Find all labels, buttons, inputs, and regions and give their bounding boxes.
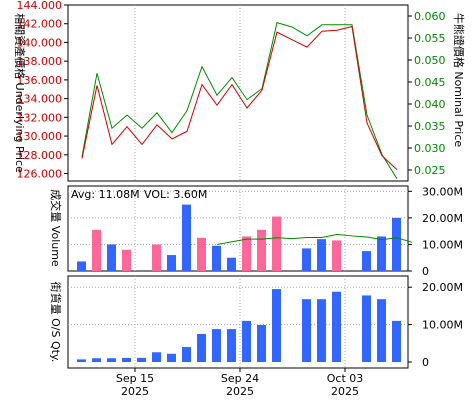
outstanding-axis-title: 街貨量 O/S Qty. xyxy=(49,282,63,363)
right-tick-label: 0.035 xyxy=(414,120,446,133)
volume-bar xyxy=(212,245,221,271)
volume-bar xyxy=(362,251,371,271)
underlying-axis-title: 相關資產價格 Underlying Price xyxy=(13,13,27,173)
outstanding-bar xyxy=(317,299,326,362)
outstanding-bar xyxy=(92,358,101,362)
volume-bar xyxy=(392,217,401,271)
outstanding-bar xyxy=(77,359,86,362)
outstanding-tick-label: 0 xyxy=(422,356,429,369)
price-panel-frame xyxy=(67,4,409,182)
volume-bar xyxy=(167,255,176,271)
right-tick-label: 0.040 xyxy=(414,98,446,111)
outstanding-bar xyxy=(182,347,191,362)
nominal-price-line xyxy=(81,21,398,180)
left-tick-label: 126.000 xyxy=(17,168,63,181)
outstanding-bar xyxy=(392,320,401,362)
date-label: Sep 15 xyxy=(116,372,154,385)
left-tick-label: 136.000 xyxy=(17,74,63,87)
date-year-label: 2025 xyxy=(331,385,359,398)
volume-bar xyxy=(92,229,101,271)
left-tick-label: 144.000 xyxy=(17,0,63,12)
outstanding-bar xyxy=(122,357,131,362)
outstanding-bar xyxy=(242,320,251,362)
volume-tick-label: 20.00M xyxy=(422,212,463,225)
date-label: Sep 24 xyxy=(221,372,259,385)
outstanding-bar xyxy=(362,295,371,362)
volume-average-line xyxy=(216,233,413,245)
right-tick-label: 0.050 xyxy=(414,54,446,67)
volume-tick-label: 10.00M xyxy=(422,238,463,251)
outstanding-tick-label: 20.00M xyxy=(422,281,463,294)
outstanding-bar xyxy=(377,299,386,362)
volume-bar xyxy=(272,216,281,271)
volume-bar xyxy=(152,244,161,271)
grid-lines xyxy=(68,5,408,368)
left-tick-label: 140.000 xyxy=(17,36,63,49)
right-tick-label: 0.030 xyxy=(414,142,446,155)
outstanding-bar xyxy=(212,329,221,362)
volume-bar xyxy=(197,237,206,271)
nominal-axis-title: 牛熊證價格 Nominal Price xyxy=(452,13,466,148)
right-tick-label: 0.025 xyxy=(414,164,446,177)
outstanding-bar xyxy=(167,353,176,362)
outstanding-bar xyxy=(257,324,266,362)
left-tick-label: 142.000 xyxy=(17,18,63,31)
outstanding-bar xyxy=(227,329,236,362)
volume-bar xyxy=(182,204,191,271)
right-tick-label: 0.045 xyxy=(414,76,446,89)
outstanding-bar xyxy=(152,352,161,362)
left-tick-label: 138.000 xyxy=(17,55,63,68)
right-tick-label: 0.055 xyxy=(414,32,446,45)
outstanding-bar xyxy=(137,357,146,362)
volume-bar xyxy=(377,236,386,271)
volume-tick-label: 30.00M xyxy=(422,185,463,198)
outstanding-bar xyxy=(302,299,311,362)
date-label: Oct 03 xyxy=(327,372,364,385)
volume-tick-label: 0 xyxy=(422,265,429,278)
axis-ticks: 144.000 142.000 140.000 138.000 136.000 134.0… xyxy=(17,0,463,372)
left-tick-label: 134.000 xyxy=(17,93,63,106)
date-year-label: 2025 xyxy=(226,385,254,398)
volume-bar xyxy=(302,248,311,271)
outstanding-bar xyxy=(107,358,116,362)
volume-axis-title: 成交量 Volume xyxy=(49,189,63,267)
volume-bars xyxy=(77,204,401,271)
underlying-price-line xyxy=(81,25,398,171)
date-year-label: 2025 xyxy=(121,385,149,398)
volume-bar xyxy=(107,244,116,271)
outstanding-bar xyxy=(197,333,206,362)
left-tick-label: 132.000 xyxy=(17,111,63,124)
outstanding-panel-frame xyxy=(67,275,409,369)
volume-bar xyxy=(77,261,86,271)
volume-bar xyxy=(332,240,341,271)
volume-bar xyxy=(227,257,236,271)
outstanding-bar xyxy=(272,289,281,362)
volume-bar xyxy=(122,249,131,271)
right-tick-label: 0.060 xyxy=(414,10,446,23)
volume-vol-legend: VOL: 3.60M xyxy=(144,188,207,201)
left-tick-label: 130.000 xyxy=(17,130,63,143)
outstanding-bars xyxy=(77,289,401,362)
volume-bar xyxy=(257,229,266,271)
outstanding-tick-label: 10.00M xyxy=(422,319,463,332)
volume-avg-legend: Avg: 11.08M xyxy=(71,188,140,201)
outstanding-bar xyxy=(332,291,341,362)
left-tick-label: 128.000 xyxy=(17,149,63,162)
volume-bar xyxy=(242,236,251,271)
volume-bar xyxy=(317,239,326,271)
